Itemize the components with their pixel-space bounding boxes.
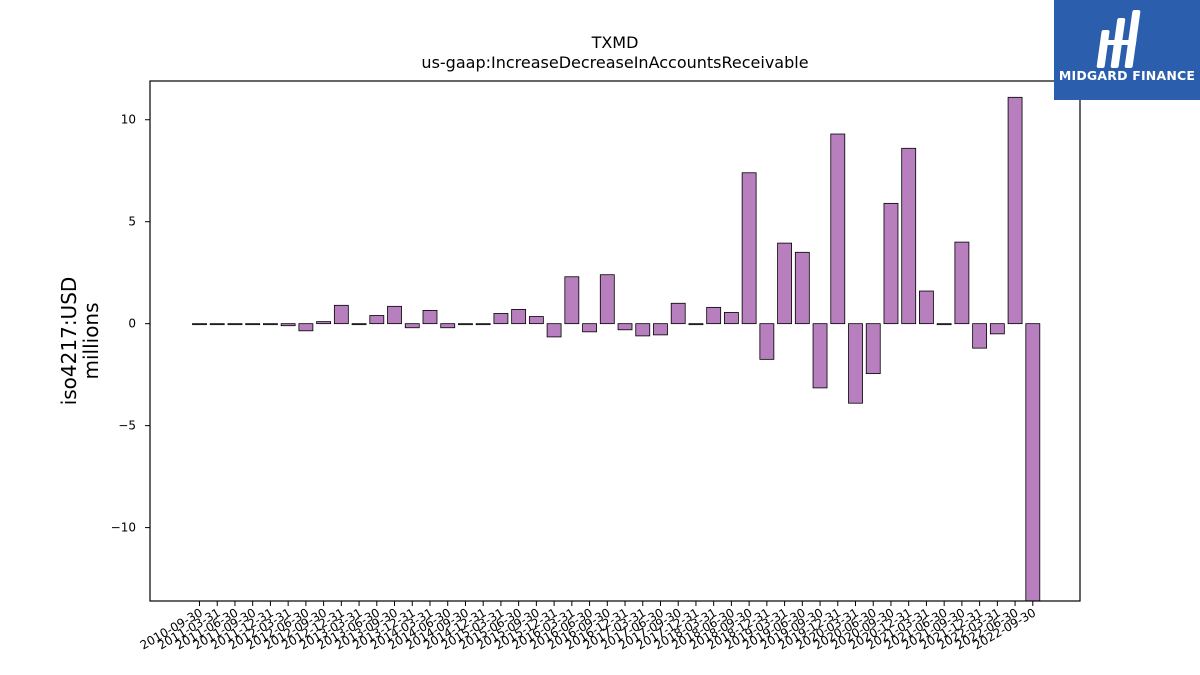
bar-2011-03-31 — [209, 323, 225, 326]
bar-2014-03-31 — [422, 310, 438, 325]
bar-2012-09-30 — [316, 321, 332, 325]
bar-2011-12-31 — [263, 323, 278, 326]
bar-2022-03-31 — [989, 323, 1005, 335]
bar-2017-03-31 — [635, 323, 651, 337]
bar-2019-09-30 — [812, 323, 828, 389]
bar-2019-12-31 — [830, 133, 846, 325]
bar-2013-12-31 — [404, 323, 420, 329]
bar-2014-06-30 — [440, 323, 456, 329]
y-axis-label: iso4217:USD — [57, 277, 81, 406]
bar-2016-03-31 — [564, 276, 580, 325]
bar-2016-09-30 — [599, 274, 615, 325]
bar-2021-12-31 — [972, 323, 988, 349]
bar-2013-03-31 — [351, 323, 367, 326]
bar-2017-12-31 — [688, 323, 704, 326]
bar-2020-06-30 — [865, 323, 881, 375]
bar-2019-03-31 — [777, 242, 792, 325]
x-axis-ticks: 2010-09-302011-03-312011-06-302011-09-30… — [138, 601, 1038, 652]
bar-2015-09-30 — [528, 316, 544, 325]
bar-2011-09-30 — [245, 323, 261, 326]
brand-name: MIDGARD FINANCE — [1058, 68, 1196, 83]
bar-2013-09-30 — [387, 305, 402, 325]
y-tick-label: 10 — [121, 113, 136, 127]
bar-2016-12-31 — [617, 323, 633, 331]
y-axis-unit: millions — [79, 302, 103, 379]
bar-2010-09-30 — [192, 323, 207, 326]
y-tick-label: −10 — [111, 521, 136, 535]
bar-2017-06-30 — [653, 323, 668, 336]
y-axis-ticks: −10 −5 0 5 10 — [111, 113, 150, 535]
bar-2018-06-30 — [724, 312, 739, 325]
bar-2020-09-30 — [883, 202, 899, 325]
bar-2020-03-31 — [848, 323, 863, 404]
bar-2019-06-30 — [794, 251, 810, 325]
bar-2020-12-31 — [901, 147, 917, 325]
bar-2016-06-30 — [582, 323, 597, 333]
bar-2015-06-30 — [511, 308, 527, 325]
bar-2014-12-31 — [475, 323, 491, 326]
bar-2015-12-31 — [546, 323, 562, 338]
y-tick-label: 0 — [128, 317, 136, 331]
bar-2022-09-30 — [1025, 323, 1041, 602]
bars-group — [192, 96, 1041, 602]
bar-2013-06-30 — [369, 315, 385, 325]
chart-title: TXMD — [591, 33, 639, 52]
bar-2015-03-31 — [493, 313, 509, 325]
bar-2021-09-30 — [954, 241, 970, 325]
brand-logo: MIDGARD FINANCE — [1054, 0, 1200, 100]
bar-2021-06-30 — [936, 323, 952, 326]
bar-2022-06-30 — [1007, 96, 1023, 325]
y-tick-label: −5 — [118, 419, 136, 433]
plot-frame — [149, 80, 1081, 602]
bar-2018-03-31 — [706, 306, 722, 325]
bar-2017-09-30 — [670, 302, 686, 325]
bar-2018-09-30 — [741, 172, 757, 325]
bar-2012-06-30 — [298, 323, 314, 332]
y-tick-label: 5 — [128, 215, 136, 229]
chart-subtitle: us-gaap:IncreaseDecreaseInAccountsReceiv… — [421, 53, 808, 72]
bar-2012-03-31 — [280, 323, 296, 327]
bar-2021-03-31 — [919, 290, 934, 325]
bar-2018-12-31 — [759, 323, 775, 360]
midgard-logo-icon — [1096, 10, 1141, 68]
bar-2014-09-30 — [458, 323, 473, 326]
bar-2011-06-30 — [227, 323, 243, 326]
bar-2012-12-31 — [333, 304, 349, 325]
